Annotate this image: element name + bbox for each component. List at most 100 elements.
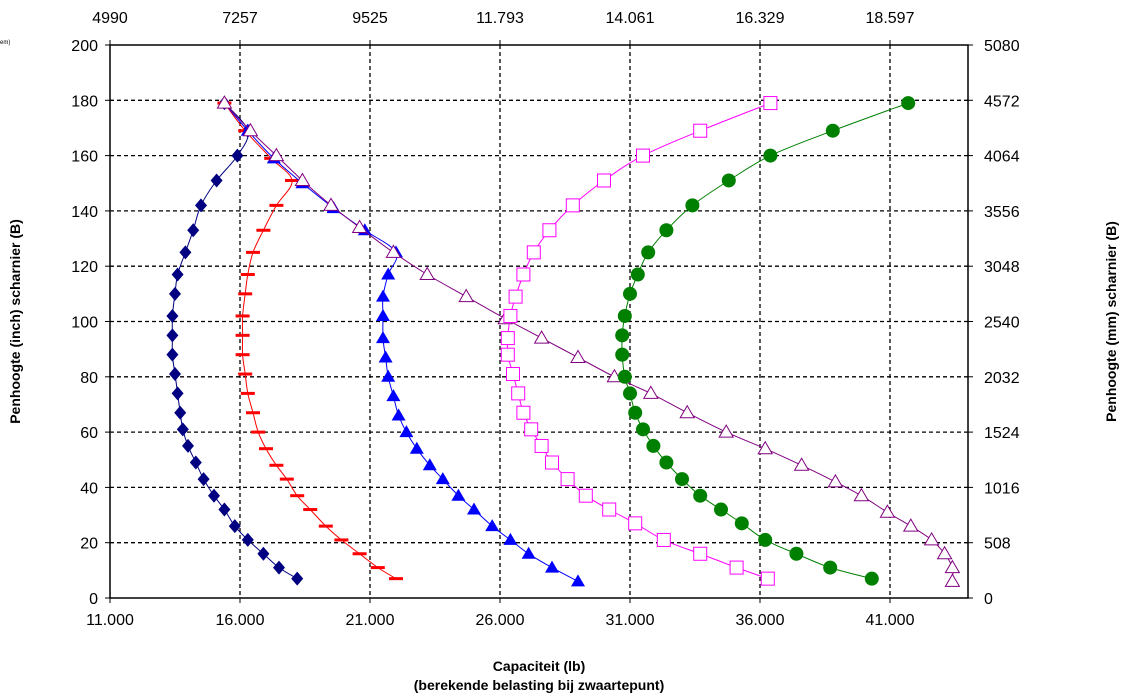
data-point-triangle-open [719, 425, 733, 437]
data-point-square-open [694, 547, 707, 560]
data-point-dash [285, 179, 299, 182]
data-point-triangle [381, 267, 395, 279]
data-point-circle [631, 267, 645, 281]
y-tick-label-right: 3048 [984, 259, 1020, 276]
corner-note: em) [0, 40, 10, 46]
data-point-triangle [503, 533, 517, 545]
data-point-diamond [174, 406, 186, 420]
y-tick-label-left: 100 [71, 315, 98, 332]
data-point-triangle-open [795, 458, 809, 470]
data-point-triangle-open [945, 561, 959, 573]
data-point-square-open [509, 290, 522, 303]
data-point-dash [259, 447, 273, 450]
data-point-square-open [629, 517, 642, 530]
y-tick-label-left: 0 [89, 591, 98, 608]
data-point-diamond [242, 533, 254, 547]
data-point-circle [659, 456, 673, 470]
data-point-square-open [535, 439, 548, 452]
data-point-triangle-open [904, 519, 918, 531]
data-point-square-open [543, 224, 556, 237]
x-tick-label-top: 11.793 [476, 10, 524, 27]
data-point-square-open [517, 268, 530, 281]
x-tick-label-bottom: 16.000 [216, 612, 265, 629]
series-2 [217, 102, 403, 581]
data-point-circle [763, 149, 777, 163]
y-tick-label-right: 2032 [984, 370, 1020, 387]
series-layer [166, 96, 959, 586]
data-point-triangle-open [535, 331, 549, 343]
data-point-circle [628, 406, 642, 420]
data-point-triangle-open [680, 406, 694, 418]
data-point-triangle [381, 370, 395, 382]
data-point-circle [901, 96, 915, 110]
data-point-triangle [376, 309, 390, 321]
data-point-circle [722, 173, 736, 187]
data-point-dash [236, 334, 250, 337]
data-point-diamond [198, 472, 210, 486]
data-point-circle [618, 370, 632, 384]
data-point-triangle-open [854, 489, 868, 501]
data-point-diamond [166, 328, 178, 342]
x-tick-label-top: 4990 [92, 10, 128, 27]
data-point-dash [246, 411, 260, 414]
data-point-diamond [190, 456, 202, 470]
data-point-triangle [545, 561, 559, 573]
x-tick-label-bottom: 26.000 [476, 612, 525, 629]
y-tick-label-left: 20 [80, 536, 98, 553]
data-point-dash [280, 478, 294, 481]
x-tick-label-bottom: 41.000 [866, 612, 915, 629]
data-point-circle [758, 533, 772, 547]
series-3 [217, 96, 585, 586]
data-point-diamond [166, 348, 178, 362]
data-point-diamond [291, 572, 303, 586]
data-point-square-open [504, 309, 517, 322]
data-point-circle [646, 439, 660, 453]
data-point-triangle [376, 331, 390, 343]
data-point-dash [290, 494, 304, 497]
data-point-dash [241, 392, 255, 395]
y-tick-label-right: 5080 [984, 38, 1020, 55]
y-tick-label-right: 4572 [984, 93, 1020, 110]
data-point-triangle [410, 442, 424, 454]
x-axis-subtitle: (berekende belasting bij zwaartepunt) [414, 677, 665, 693]
data-point-square-open [566, 199, 579, 212]
data-point-triangle-open [324, 198, 338, 210]
data-point-triangle-open [459, 290, 473, 302]
data-point-circle [789, 547, 803, 561]
data-point-dash [256, 229, 270, 232]
data-point-diamond [169, 367, 181, 381]
y-tick-label-right: 3556 [984, 204, 1020, 221]
data-point-dash [269, 464, 283, 467]
data-point-dash [236, 314, 250, 317]
data-point-circle [865, 572, 879, 586]
data-point-dash [334, 538, 348, 541]
x-tick-label-bottom: 11.000 [86, 612, 134, 629]
data-point-dash [319, 525, 333, 528]
data-point-triangle [522, 547, 536, 559]
x-tick-label-top: 16.329 [736, 10, 785, 27]
data-point-dash [236, 353, 250, 356]
data-point-square-open [657, 533, 670, 546]
x-tick-label-bottom: 31.000 [606, 612, 655, 629]
x-tick-label-top: 7257 [222, 10, 258, 27]
data-point-square-open [764, 97, 777, 110]
series-line [224, 103, 578, 581]
data-point-circle [615, 328, 629, 342]
tick-labels: 11.000 16.000 21.000 26.000 31.000 36.000 41.0… [71, 10, 1019, 629]
data-point-square-open [525, 423, 538, 436]
data-point-triangle-open [828, 475, 842, 487]
data-point-triangle [392, 409, 406, 421]
data-point-circle [714, 503, 728, 517]
data-point-diamond [172, 386, 184, 400]
data-point-dash [389, 577, 403, 580]
data-point-triangle-open [880, 505, 894, 517]
data-point-triangle [485, 519, 499, 531]
x-tick-label-bottom: 36.000 [736, 612, 785, 629]
y-tick-label-right: 508 [984, 536, 1011, 553]
data-point-square-open [561, 473, 574, 486]
data-point-diamond [182, 439, 194, 453]
y-tick-label-right: 0 [984, 591, 993, 608]
data-point-dash [269, 204, 283, 207]
series-1 [166, 96, 303, 586]
